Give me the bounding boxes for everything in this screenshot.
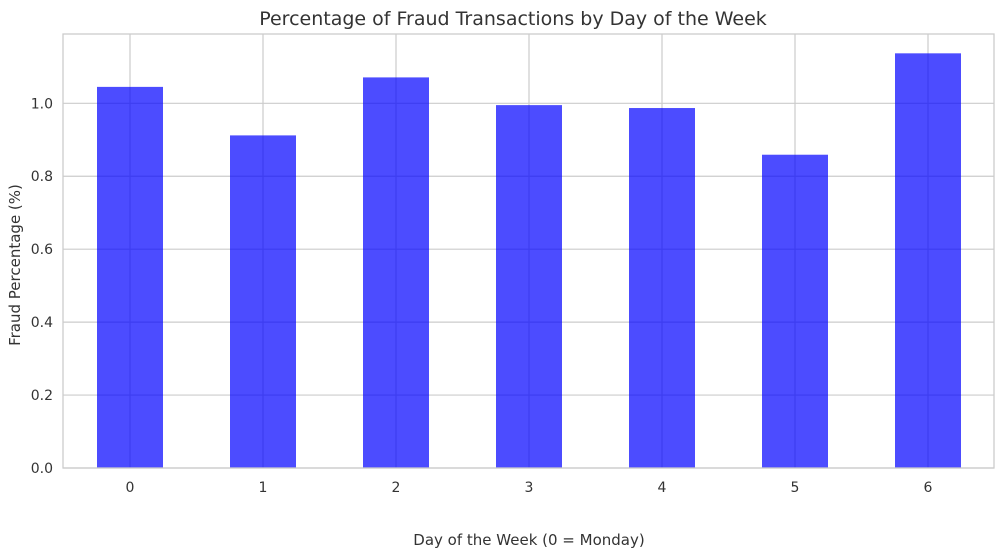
y-tick-label: 1.0: [31, 96, 53, 112]
y-tick-label: 0.4: [31, 315, 53, 331]
bar-day-1: [230, 135, 296, 468]
y-axis-label: Fraud Percentage (%): [6, 184, 24, 346]
x-axis-label: Day of the Week (0 = Monday): [413, 531, 644, 549]
x-tick-label: 6: [924, 480, 933, 496]
chart-title: Percentage of Fraud Transactions by Day …: [259, 8, 767, 30]
bar-day-0: [97, 86, 163, 468]
bar-day-2: [363, 77, 429, 469]
y-tick-label: 0.8: [31, 169, 53, 185]
bar-day-5: [762, 154, 828, 468]
y-tick-label: 0.6: [31, 242, 53, 258]
x-tick-label: 0: [126, 480, 135, 496]
bar-day-4: [629, 108, 695, 469]
y-tick-label: 0.0: [31, 461, 53, 477]
bar-day-3: [496, 105, 562, 468]
x-tick-label: 1: [259, 480, 268, 496]
x-tick-label: 4: [658, 480, 667, 496]
x-tick-label: 3: [525, 480, 534, 496]
x-tick-labels: 0 1 2 3 4 5 6: [126, 480, 933, 496]
x-tick-label: 5: [791, 480, 800, 496]
y-tick-label: 0.2: [31, 388, 53, 404]
plot-frame: [62, 33, 995, 469]
plot-border: [62, 33, 995, 469]
y-tick-labels: 0.0 0.2 0.4 0.6 0.8 1.0: [31, 96, 53, 477]
bars: [97, 53, 961, 469]
x-tick-label: 2: [392, 480, 401, 496]
bar-day-6: [895, 53, 961, 469]
